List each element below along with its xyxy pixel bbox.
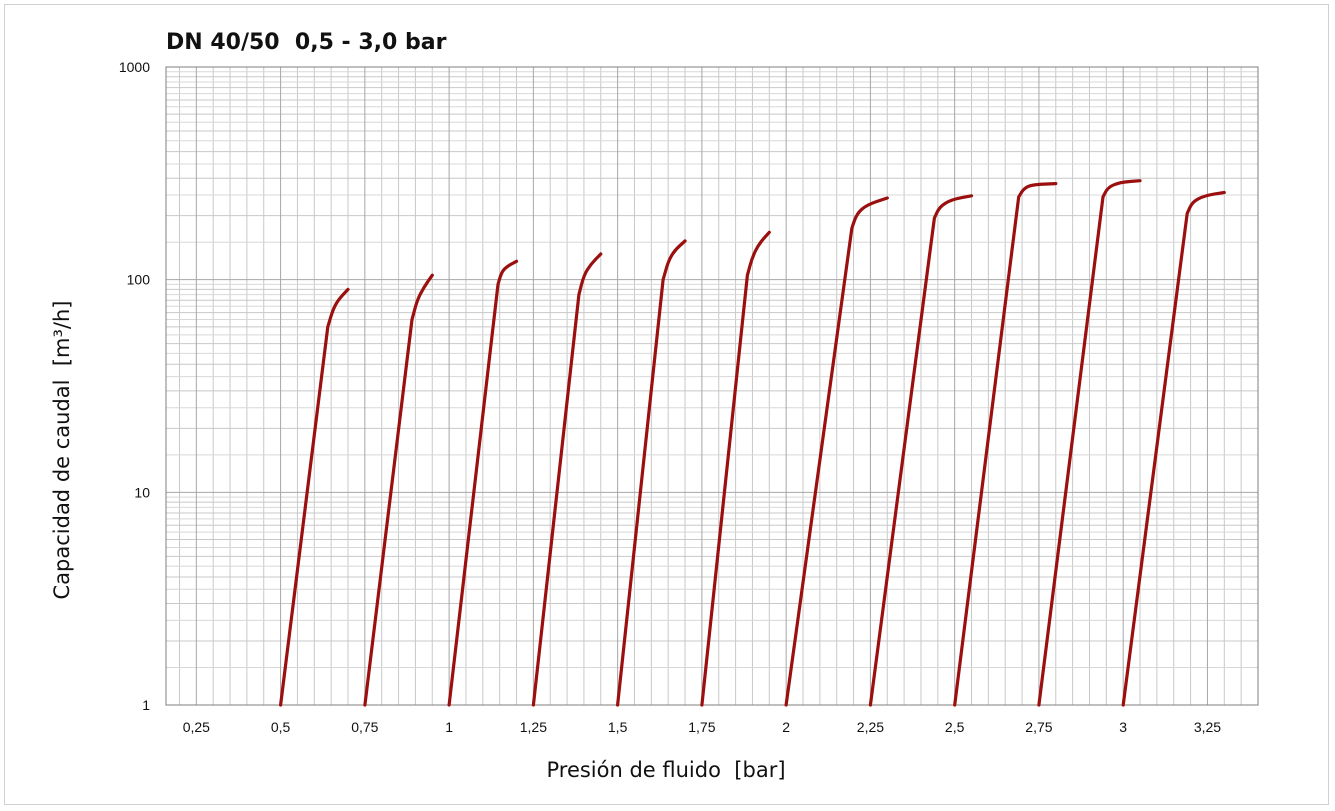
x-tick-label: 2,5 (945, 719, 965, 735)
plot-border (165, 66, 1259, 706)
x-tick-label: 1,25 (520, 719, 547, 735)
x-tick-label: 2,75 (1025, 719, 1052, 735)
y-tick-label: 1 (142, 697, 150, 713)
grid-major (166, 67, 1258, 705)
series-line-3 (447, 259, 519, 707)
grid-minor (166, 67, 1258, 705)
x-tick-label: 2,25 (857, 719, 884, 735)
series-line-7 (784, 196, 889, 707)
series-lines (279, 179, 1226, 707)
x-tick-label: 3,25 (1194, 719, 1221, 735)
series-line-8 (868, 194, 974, 707)
series-line-4 (531, 252, 603, 707)
series-line-1 (279, 287, 350, 707)
x-tick-label: 1,75 (688, 719, 715, 735)
x-tick-label: 1,5 (608, 719, 628, 735)
y-tick-labels: 1 10 100 1000 (119, 59, 150, 713)
y-tick-label: 100 (127, 272, 151, 288)
series-line-5 (616, 239, 687, 707)
x-tick-label: 0,25 (183, 719, 210, 735)
x-axis-label: Presión de fluido [bar] (546, 758, 786, 782)
series-line-10 (1037, 179, 1142, 707)
x-tick-labels: 0,25 0,5 0,75 1 1,25 1,5 1,75 2 2,25 2,5 2,75 3 3,25 (183, 719, 1222, 735)
y-tick-label: 1000 (119, 59, 150, 75)
x-tick-label: 0,75 (351, 719, 378, 735)
series-line-11 (1121, 190, 1226, 707)
x-tick-label: 0,5 (271, 719, 291, 735)
series-line-2 (363, 273, 434, 707)
y-tick-label: 10 (134, 484, 150, 500)
x-tick-label: 1 (445, 719, 453, 735)
series-line-9 (953, 182, 1058, 707)
series-line-6 (700, 230, 771, 707)
x-tick-label: 3 (1119, 719, 1127, 735)
x-tick-label: 2 (782, 719, 790, 735)
chart-title: DN 40/50 0,5 - 3,0 bar (166, 30, 447, 55)
chart-frame (4, 4, 1329, 805)
